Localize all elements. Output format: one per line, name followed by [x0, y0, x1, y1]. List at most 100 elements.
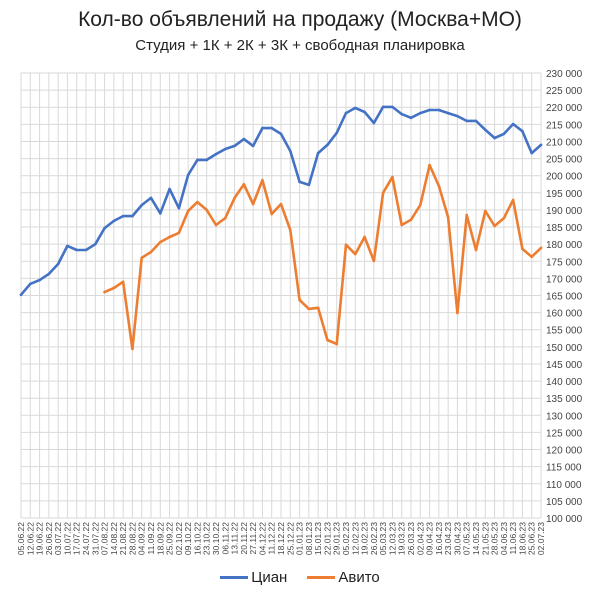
- x-tick-label: 25.06.23: [527, 522, 537, 555]
- x-tick-label: 24.07.22: [81, 522, 91, 555]
- data-point: [483, 209, 487, 213]
- y-tick-label: 190 000: [546, 206, 583, 217]
- legend-swatch-cian: [220, 576, 249, 579]
- data-point: [493, 136, 496, 140]
- y-tick-label: 135 000: [546, 394, 583, 405]
- data-point: [465, 119, 469, 123]
- data-point: [279, 132, 283, 136]
- x-tick-label: 04.09.22: [137, 522, 147, 555]
- data-point: [437, 184, 441, 188]
- data-point: [177, 206, 181, 210]
- legend-label-cian: Циан: [251, 569, 288, 586]
- y-tick-label: 225 000: [546, 86, 583, 97]
- data-point: [140, 256, 144, 260]
- legend-item-avito: Авито: [307, 569, 380, 586]
- y-tick-label: 200 000: [546, 172, 583, 183]
- data-point: [177, 231, 181, 235]
- data-point: [131, 347, 134, 351]
- data-point: [502, 216, 506, 220]
- data-point: [84, 248, 88, 252]
- data-point: [279, 202, 283, 206]
- data-point: [121, 214, 125, 218]
- data-point: [465, 213, 469, 217]
- data-point: [131, 214, 134, 218]
- x-tick-label: 26.06.22: [44, 522, 54, 555]
- data-point: [38, 278, 41, 282]
- y-tick-label: 150 000: [546, 343, 583, 354]
- x-tick-label: 21.05.23: [480, 522, 490, 555]
- x-tick-label: 31.07.22: [90, 522, 100, 555]
- x-tick-label: 13.11.22: [230, 522, 240, 555]
- data-point: [298, 180, 301, 184]
- y-tick-label: 130 000: [546, 411, 583, 422]
- data-point: [344, 243, 348, 247]
- x-tick-label: 17.07.22: [72, 522, 82, 555]
- x-tick-label: 25.12.22: [285, 522, 295, 555]
- data-point: [446, 215, 450, 219]
- data-point: [539, 246, 543, 250]
- x-tick-label: 30.10.22: [211, 522, 221, 555]
- x-tick-label: 19.03.23: [397, 522, 407, 555]
- data-point: [28, 282, 32, 286]
- data-point: [400, 223, 404, 227]
- data-point: [121, 280, 125, 284]
- data-point: [168, 187, 171, 191]
- x-tick-label: 16.04.23: [434, 522, 444, 555]
- series-line-avito: [103, 163, 543, 351]
- y-tick-label: 125 000: [546, 428, 583, 439]
- data-point: [93, 242, 97, 246]
- data-point: [103, 290, 106, 294]
- x-tick-label: 16.10.22: [192, 522, 202, 555]
- x-tick-label: 23.04.23: [443, 522, 453, 555]
- legend-item-cian: Циан: [220, 569, 287, 586]
- data-point: [353, 106, 357, 110]
- data-point: [158, 212, 162, 215]
- x-tick-label: 03.07.22: [53, 522, 63, 555]
- x-tick-label: 14.08.22: [109, 522, 119, 555]
- x-tick-label: 11.12.22: [267, 522, 277, 555]
- data-point: [428, 163, 431, 167]
- data-point: [233, 196, 236, 200]
- data-point: [418, 203, 422, 207]
- data-point: [344, 111, 348, 115]
- x-tick-label: 05.02.23: [341, 522, 351, 555]
- data-point: [530, 255, 534, 259]
- y-tick-label: 160 000: [546, 309, 583, 320]
- y-tick-label: 115 000: [546, 463, 582, 474]
- x-tick-label: 08.01.23: [304, 522, 314, 555]
- data-point: [493, 224, 496, 228]
- data-point: [363, 235, 366, 239]
- y-tick-label: 140 000: [546, 377, 583, 388]
- data-point: [446, 111, 450, 115]
- data-point: [56, 262, 60, 266]
- data-point: [186, 209, 190, 213]
- y-tick-label: 230 000: [546, 69, 583, 80]
- x-tick-label: 09.10.22: [183, 522, 193, 555]
- data-point: [381, 191, 385, 195]
- x-tick-label: 09.04.23: [425, 522, 435, 555]
- data-point: [270, 212, 274, 216]
- data-point: [307, 307, 311, 311]
- y-tick-label: 165 000: [546, 292, 583, 303]
- x-tick-label: 21.08.22: [118, 522, 128, 555]
- data-point: [196, 158, 199, 162]
- data-point: [112, 219, 116, 223]
- x-tick-label: 06.11.22: [220, 522, 230, 555]
- data-point: [511, 122, 515, 126]
- data-point: [168, 235, 171, 239]
- x-tick-label: 05.06.22: [16, 522, 26, 555]
- x-tick-label: 12.06.22: [25, 522, 35, 555]
- x-tick-label: 29.01.23: [332, 522, 342, 555]
- data-point: [316, 151, 320, 155]
- legend-swatch-avito: [307, 576, 336, 579]
- data-point: [372, 259, 376, 263]
- y-tick-label: 120 000: [546, 446, 583, 457]
- x-tick-label: 22.01.23: [322, 522, 332, 555]
- data-point: [474, 248, 478, 252]
- data-point: [251, 202, 255, 206]
- x-tick-label: 18.12.22: [276, 522, 286, 555]
- data-point: [223, 147, 227, 151]
- x-tick-label: 26.03.23: [406, 522, 416, 555]
- data-point: [363, 110, 366, 114]
